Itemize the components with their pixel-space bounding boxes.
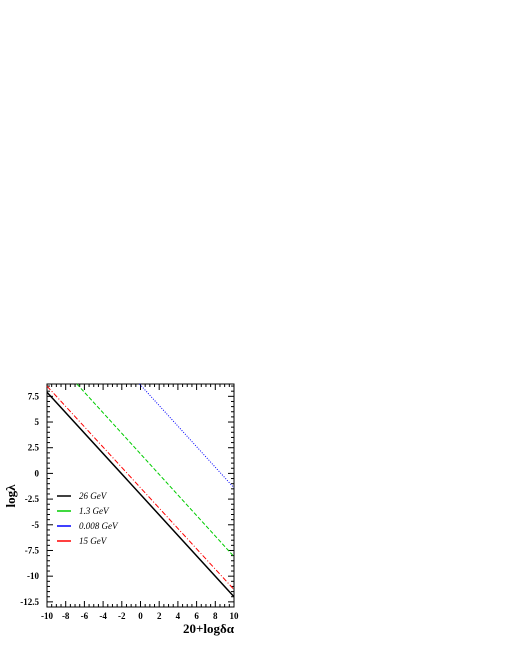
y-tick-label: -5 (32, 520, 40, 530)
legend-label: 0.008 GeV (79, 521, 119, 531)
y-tick-label: -2.5 (25, 494, 40, 504)
legend-label: 26 GeV (79, 491, 108, 501)
legend-label: 1.3 GeV (79, 506, 110, 516)
y-tick-label: 7.5 (28, 391, 40, 401)
x-tick-label: 2 (157, 611, 162, 621)
y-tick-label: 2.5 (28, 443, 40, 453)
x-tick-label: 10 (230, 611, 240, 621)
x-tick-label: 0 (138, 611, 143, 621)
series-line-0-008-gev (139, 383, 235, 489)
x-tick-label: -6 (81, 611, 89, 621)
series-line-1-3-gev (76, 383, 235, 557)
x-tick-label: -10 (41, 611, 53, 621)
y-tick-label: -7.5 (25, 545, 40, 555)
x-tick-label: -8 (62, 611, 70, 621)
series-line-26-gev (46, 391, 235, 598)
x-axis-title: 20+logδα (183, 621, 235, 636)
x-tick-label: -4 (99, 611, 107, 621)
x-tick-label: 8 (213, 611, 218, 621)
y-tick-label: -12.5 (20, 597, 39, 607)
y-axis-ticks: 7.5 5 2.5 0 -2.5 -5 -7.5 -10 -12.5 (20, 385, 234, 608)
y-tick-label: 0 (35, 468, 40, 478)
legend: 26 GeV 1.3 GeV 0.008 GeV 15 GeV (57, 491, 119, 546)
x-tick-label: -2 (118, 611, 126, 621)
series-layer (46, 383, 235, 598)
y-tick-label: 5 (35, 417, 40, 427)
x-axis-ticks: -10 -8 -6 -4 -2 0 2 4 6 8 10 (41, 384, 239, 621)
legend-label: 15 GeV (79, 536, 108, 546)
y-tick-label: -10 (27, 571, 39, 581)
x-tick-label: 4 (176, 611, 181, 621)
series-line-15-gev (46, 385, 235, 590)
y-axis-title: logλ (3, 484, 18, 508)
x-tick-label: 6 (194, 611, 199, 621)
